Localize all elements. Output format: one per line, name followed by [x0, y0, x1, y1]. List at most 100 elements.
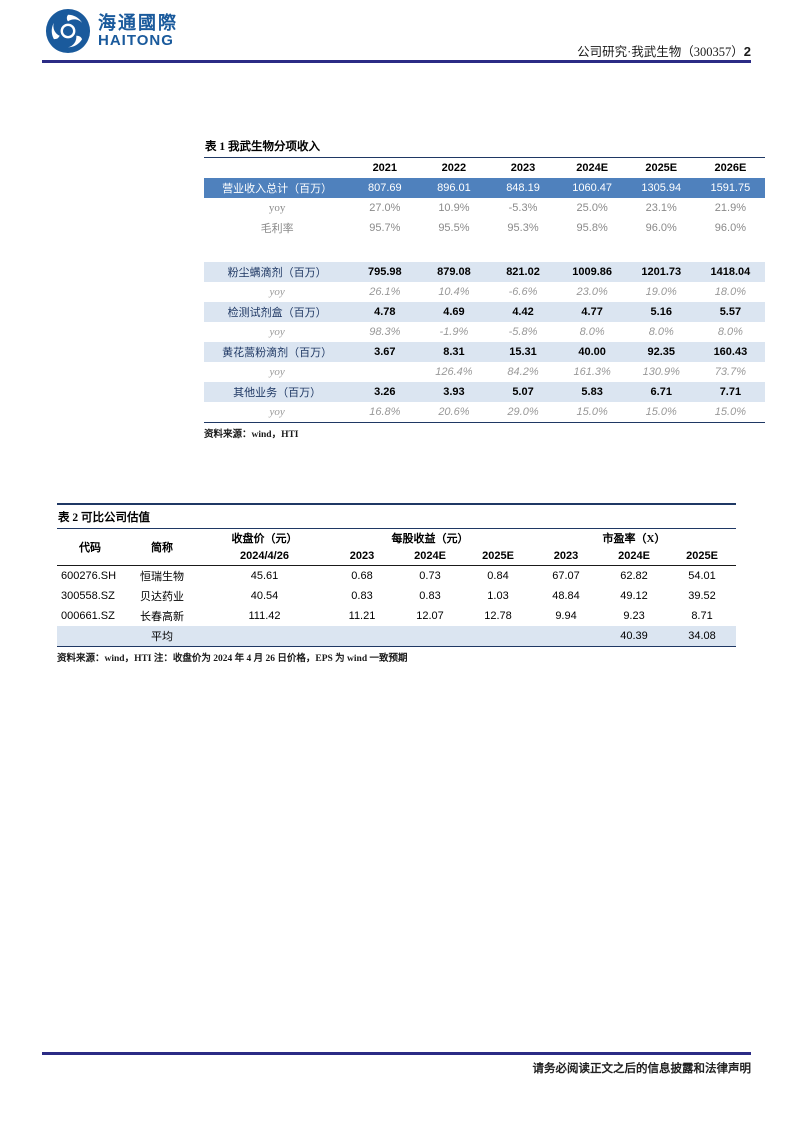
eps-year-header: 2025E	[464, 547, 533, 566]
average-row: 平均 40.39 34.08	[57, 626, 737, 646]
table-row: 黄花蒿粉滴剂（百万） 3.67 8.31 15.31 40.00 92.35 160.43	[204, 342, 765, 362]
row-label: 粉尘螨滴剂（百万）	[204, 262, 351, 282]
cell-value: 821.02	[488, 262, 558, 282]
header-doc-info: 公司研究·我武生物（300357）2	[577, 41, 751, 60]
table2-body: 600276.SH 恒瑞生物 45.61 0.68 0.73 0.84 67.07 62.82…	[57, 566, 737, 646]
close-price-value: 45.61	[250, 570, 279, 582]
cell-value	[57, 626, 123, 646]
table1-source: 资料来源：wind，HTI	[204, 430, 299, 440]
cell-value: 5.83	[557, 382, 627, 402]
pe-value: 39.52	[688, 590, 716, 602]
cell-value: 8.0%	[717, 326, 743, 338]
cell-value	[695, 238, 765, 262]
close-price-group-header: 收盘价（元）	[231, 533, 298, 545]
cell-value	[557, 238, 627, 262]
table-row: 300558.SZ 贝达药业 40.54 0.83 0.83 1.03 48.84 49.12…	[57, 586, 736, 606]
cell-value: 25.0%	[576, 202, 608, 214]
cell-value: 161.3%	[573, 366, 611, 378]
cell-value: 96.0%	[714, 222, 746, 234]
cell-value: 807.69	[350, 178, 420, 198]
cell-value: 1591.75	[695, 178, 765, 198]
cell-value	[328, 626, 396, 646]
cell-value: 29.0%	[507, 406, 539, 418]
cell-value: 1201.73	[626, 262, 696, 282]
cell-value: 7.71	[695, 382, 765, 402]
eps-value: 1.03	[487, 590, 509, 602]
table-row: 粉尘螨滴剂（百万） 795.98 879.08 821.02 1009.86 1201.7…	[204, 262, 765, 282]
close-price-value: 40.54	[250, 590, 279, 602]
page-number: 2	[743, 44, 751, 59]
pe-value: 9.23	[623, 610, 645, 622]
eps-year-header: 2023	[328, 547, 396, 566]
row-label: 其他业务（百万）	[204, 382, 351, 402]
empty-header-cell	[204, 158, 350, 178]
table-row: 检测试剂盒（百万） 4.78 4.69 4.42 4.77 5.16 5.57	[204, 302, 765, 322]
cell-value: 98.3%	[369, 326, 401, 338]
row-label: yoy	[269, 326, 285, 338]
brand-text: 海通國際 HAITONG	[98, 13, 178, 49]
pe-value: 8.71	[691, 610, 713, 622]
cell-value: 18.0%	[714, 286, 746, 298]
eps-value: 12.07	[416, 610, 444, 622]
table2-title: 表 2 可比公司估值	[58, 512, 150, 524]
table2: 代码 简称 收盘价（元） 每股收益（元） 市盈率（X） 2024/4/26 20…	[57, 529, 737, 646]
eps-year-header: 2024E	[396, 547, 464, 566]
cell-value: 879.08	[419, 262, 489, 282]
cell-value	[464, 626, 533, 646]
pe-year-header: 2023	[532, 547, 601, 566]
cell-value: 27.0%	[369, 202, 401, 214]
cell-value: 95.8%	[576, 222, 608, 234]
cell-value: 15.0%	[714, 406, 746, 418]
table-row: yoy 27.0% 10.9% -5.3% 25.0% 23.1% 21.9%	[204, 198, 765, 218]
cell-value: 3.67	[350, 342, 420, 362]
cell-value: 95.7%	[369, 222, 401, 234]
cell-value: 795.98	[350, 262, 420, 282]
cell-value: 23.0%	[576, 286, 608, 298]
cell-value: -6.6%	[508, 286, 538, 298]
table1-year-header-row: 2021 2022 2023 2024E 2025E 2026E	[204, 158, 765, 178]
cell-value	[396, 626, 464, 646]
average-label: 平均	[123, 626, 201, 646]
cell-value: -1.9%	[439, 326, 469, 338]
cell-value: 40.00	[557, 342, 627, 362]
cell-value: 26.1%	[369, 286, 401, 298]
stock-name: 贝达药业	[140, 591, 184, 603]
cell-value: 3.26	[350, 382, 420, 402]
brand-name-en: HAITONG	[98, 31, 174, 49]
year-header: 2025E	[645, 162, 678, 174]
cell-value: 19.0%	[645, 286, 677, 298]
table2-source: 资料来源：wind，HTI 注：收盘价为 2024 年 4 月 26 日价格，E…	[57, 654, 408, 664]
code-header: 代码	[57, 529, 123, 566]
cell-value: 15.31	[488, 342, 558, 362]
stock-name: 长春高新	[140, 611, 184, 623]
haitong-logo-icon	[45, 8, 91, 54]
pe-value: 49.12	[620, 590, 648, 602]
cell-value: 23.1%	[645, 202, 677, 214]
cell-value: 160.43	[695, 342, 765, 362]
table-row: 600276.SH 恒瑞生物 45.61 0.68 0.73 0.84 67.07 62.82…	[57, 566, 736, 587]
cell-value: 1009.86	[557, 262, 627, 282]
table-row: 营业收入总计（百万） 807.69 896.01 848.19 1060.47 1305.…	[204, 178, 765, 198]
footer-disclaimer: 请务必阅读正文之后的信息披露和法律声明	[532, 1063, 752, 1075]
cell-value	[419, 238, 489, 262]
cell-value: 15.0%	[576, 406, 608, 418]
cell-value: 16.8%	[369, 406, 401, 418]
table1-section: 表 1 我武生物分项收入 2021 2022 2023 2024E 2025E …	[204, 136, 765, 440]
cell-value: 92.35	[626, 342, 696, 362]
pe-group-header: 市盈率（X）	[602, 533, 666, 545]
table1-body: 营业收入总计（百万） 807.69 896.01 848.19 1060.47 1305.…	[204, 178, 765, 422]
pe-value: 54.01	[688, 570, 716, 582]
cell-value: -5.8%	[508, 326, 538, 338]
cell-value: 1418.04	[695, 262, 765, 282]
cell-value: 3.93	[419, 382, 489, 402]
row-label	[204, 238, 351, 262]
cell-value: 5.07	[488, 382, 558, 402]
average-pe-2024e: 40.39	[600, 626, 669, 646]
cell-value: 4.42	[488, 302, 558, 322]
cell-value	[488, 238, 558, 262]
cell-value: 126.4%	[435, 366, 473, 378]
cell-value: 21.9%	[714, 202, 746, 214]
pe-year-header: 2024E	[600, 547, 669, 566]
eps-value: 11.21	[348, 610, 376, 622]
row-label: 毛利率	[260, 223, 294, 235]
